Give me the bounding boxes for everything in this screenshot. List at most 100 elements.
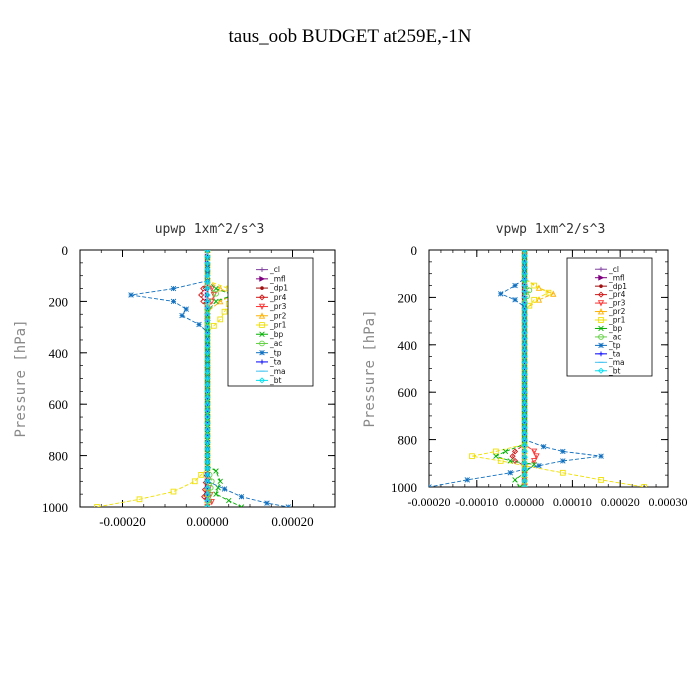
series-marker-bt bbox=[521, 424, 528, 431]
series-marker-bp bbox=[217, 478, 223, 485]
series-marker-bt bbox=[521, 383, 528, 390]
series-marker-bp bbox=[215, 485, 221, 491]
series-marker-pr1 bbox=[170, 488, 177, 495]
series-marker-bt bbox=[521, 377, 528, 384]
series-marker-bt bbox=[204, 420, 211, 427]
series-marker-bt bbox=[204, 298, 211, 305]
y-tick-label: 0 bbox=[411, 243, 418, 258]
series-marker-bt bbox=[204, 394, 211, 401]
series-marker-bt bbox=[204, 465, 211, 472]
series-marker-bt bbox=[521, 389, 528, 396]
series-marker-bt bbox=[521, 395, 528, 402]
series-marker-pr1 bbox=[531, 296, 538, 303]
series-marker-bt bbox=[204, 439, 211, 446]
y-tick-label: 400 bbox=[398, 338, 418, 353]
legend-marker bbox=[258, 377, 266, 384]
legend-label: _dp1 bbox=[269, 284, 288, 293]
series-marker-bt bbox=[521, 483, 528, 487]
series-marker-pr1 bbox=[94, 504, 100, 507]
y-tick-label: 0 bbox=[62, 243, 69, 258]
series-marker-bt bbox=[204, 253, 211, 260]
series-marker-tp bbox=[560, 448, 566, 455]
y-tick-label: 600 bbox=[398, 385, 418, 400]
series-marker-pr1 bbox=[221, 308, 228, 315]
series-marker-tp bbox=[507, 470, 513, 476]
series-marker-pr1 bbox=[598, 477, 604, 483]
legend-label: _tp bbox=[269, 348, 282, 357]
y-tick-label: 600 bbox=[49, 397, 69, 412]
series-marker-pr4 bbox=[512, 457, 519, 464]
series-marker-pr4 bbox=[198, 291, 205, 299]
series-marker-tp bbox=[560, 458, 566, 464]
series-marker-tp bbox=[183, 306, 189, 312]
y-tick-label: 800 bbox=[49, 449, 69, 464]
series-marker-bt bbox=[521, 466, 528, 473]
series-marker-bp bbox=[226, 497, 232, 504]
legend-marker bbox=[259, 349, 265, 356]
legend-marker bbox=[259, 322, 265, 328]
series-marker-bt bbox=[204, 317, 211, 324]
legend-label: _ma bbox=[269, 367, 286, 376]
legend-box bbox=[566, 257, 653, 377]
series-marker-bp bbox=[213, 298, 219, 305]
series-marker-bt bbox=[204, 478, 211, 485]
series-marker-bt bbox=[521, 335, 528, 342]
legend-marker bbox=[260, 286, 264, 290]
series-marker-tp bbox=[598, 453, 604, 459]
legend-marker bbox=[597, 300, 605, 307]
series-marker-tp bbox=[541, 443, 547, 450]
legend-marker bbox=[259, 275, 266, 282]
legend-marker bbox=[598, 334, 604, 340]
series-marker-bt bbox=[204, 304, 211, 311]
series-marker-bt bbox=[204, 497, 211, 504]
panel-title: vpwp 1xm^2/s^3 bbox=[496, 222, 606, 237]
legend-marker bbox=[597, 308, 605, 315]
y-tick-label: 800 bbox=[398, 433, 418, 448]
series-marker-bt bbox=[521, 294, 528, 301]
series-marker-bt bbox=[204, 285, 211, 292]
x-tick-label: 0.00000 bbox=[505, 495, 544, 509]
series-marker-bt bbox=[204, 388, 211, 395]
legend-marker bbox=[598, 342, 604, 349]
series-marker-tp bbox=[221, 486, 228, 492]
series-marker-tp bbox=[179, 312, 185, 319]
legend-label: _pr4 bbox=[269, 293, 287, 302]
series-marker-bp bbox=[493, 453, 499, 459]
legend-label: _tp bbox=[608, 341, 621, 350]
legend-label: _cl bbox=[269, 265, 280, 274]
x-tick-label: 0.00010 bbox=[553, 495, 592, 509]
series-marker-pr1 bbox=[191, 478, 198, 485]
legend-marker bbox=[259, 359, 265, 365]
series-marker-bt bbox=[521, 460, 528, 467]
series-marker-bt bbox=[521, 371, 528, 378]
legend-label: _ac bbox=[269, 339, 282, 348]
legend-marker bbox=[598, 274, 605, 281]
legend-label: _pr2 bbox=[269, 311, 287, 320]
series-marker-bt bbox=[521, 306, 528, 313]
series-marker-bt bbox=[204, 369, 211, 376]
x-tick-label: -0.00020 bbox=[99, 514, 146, 529]
series-marker-bt bbox=[521, 270, 528, 277]
series-marker-bt bbox=[521, 250, 528, 254]
series-marker-ac bbox=[213, 290, 219, 297]
series-marker-bt bbox=[204, 381, 211, 388]
y-axis-label: Pressure [hPa] bbox=[13, 319, 29, 437]
legend-label: _cl bbox=[608, 265, 619, 274]
series-marker-bp bbox=[213, 468, 219, 474]
series-marker-bt bbox=[204, 349, 211, 356]
series-marker-bt bbox=[204, 433, 211, 440]
upwp-panel: upwp 1xm^2/s^3 Pressure [hPa] 0 200 400 600 80… bbox=[13, 222, 336, 529]
legend-label: _mfl bbox=[269, 274, 286, 283]
series-marker-tp bbox=[429, 484, 432, 487]
series-marker-bt bbox=[204, 458, 211, 466]
series-marker-pr3 bbox=[531, 458, 538, 465]
legend-marker bbox=[597, 291, 605, 298]
series-marker-bt bbox=[204, 279, 211, 286]
x-tick-label: 0.00030 bbox=[649, 495, 688, 509]
y-tick-label: 200 bbox=[49, 294, 69, 309]
legend-label: _bt bbox=[608, 366, 621, 375]
series-marker-ac bbox=[526, 287, 533, 294]
x-tick-label: -0.00020 bbox=[408, 495, 451, 509]
legend-marker bbox=[259, 340, 265, 347]
series-marker-bp bbox=[213, 285, 219, 292]
